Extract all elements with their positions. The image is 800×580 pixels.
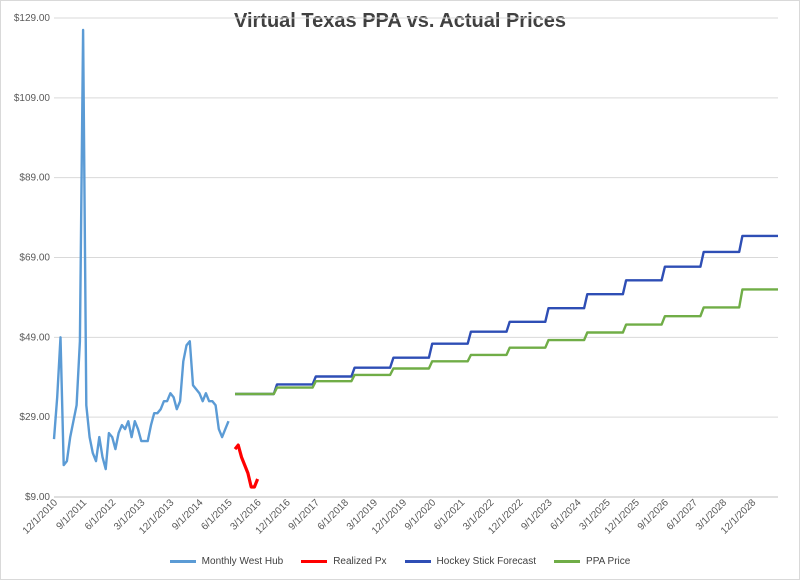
legend-item-monthly-west-hub: Monthly West Hub [169, 556, 284, 567]
series-line-ppa-price [235, 288, 778, 396]
y-tick-label: $9.00 [25, 492, 50, 503]
legend-item-realized-px: Realized Px [301, 556, 387, 567]
chart-title: Virtual Texas PPA vs. Actual Prices [233, 10, 566, 32]
y-tick-label: $89.00 [19, 173, 50, 184]
legend-item-ppa-price: PPA Price [554, 556, 630, 567]
chart-legend: Monthly West Hub Realized Px Hockey Stick … [0, 556, 800, 567]
series-line-realized-px [233, 443, 260, 489]
y-tick-label: $29.00 [19, 412, 50, 423]
legend-label: PPA Price [586, 556, 631, 567]
legend-swatch [169, 560, 196, 563]
y-tick-label: $129.00 [14, 13, 51, 24]
y-tick-label: $69.00 [19, 253, 50, 264]
legend-swatch [301, 560, 328, 563]
y-tick-label: $49.00 [19, 332, 50, 343]
legend-label: Monthly West Hub [201, 556, 284, 567]
legend-label: Hockey Stick Forecast [436, 556, 537, 567]
legend-swatch [404, 560, 431, 563]
series-line-monthly-west-hub [52, 28, 230, 471]
series-line-hockey-stick-forecast [235, 234, 778, 396]
legend-label: Realized Px [333, 556, 387, 567]
y-tick-label: $109.00 [14, 93, 51, 104]
legend-item-hockey-stick-forecast: Hockey Stick Forecast [404, 556, 537, 567]
legend-swatch [554, 560, 581, 563]
